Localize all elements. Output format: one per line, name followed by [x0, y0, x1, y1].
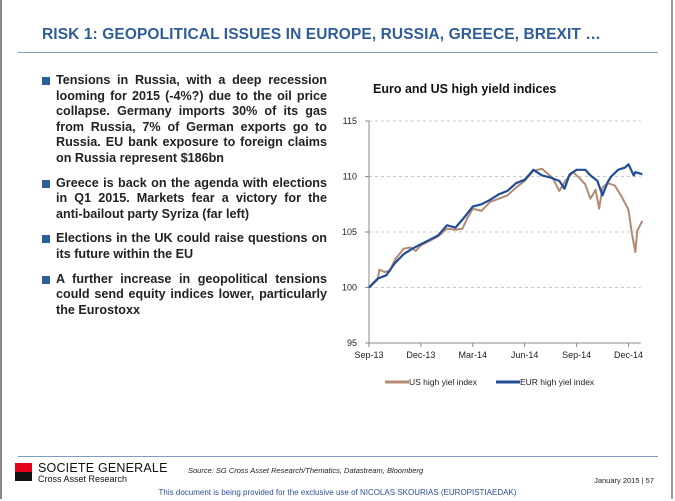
legend-label: US high yiel index [409, 377, 478, 387]
bullet-list: Tensions in Russia, with a deep recessio… [42, 73, 327, 327]
series-line-eur [368, 163, 643, 289]
y-tick-label: 110 [343, 172, 357, 182]
bullet-item: A further increase in geopolitical tensi… [42, 272, 327, 319]
slide-title: RISK 1: GEOPOLITICAL ISSUES IN EUROPE, R… [42, 26, 601, 43]
footer-divider [18, 456, 658, 457]
bullet-square-icon [42, 275, 50, 284]
brand-subtitle: Cross Asset Research [38, 474, 128, 484]
chart-title: Euro and US high yield indices [373, 82, 557, 96]
brand-name: SOCIETE GENERALE [38, 461, 168, 475]
bullet-item: Greece is back on the agenda with electi… [42, 176, 327, 223]
bullet-square-icon [42, 235, 50, 244]
x-tick-label: Dec-13 [406, 350, 435, 360]
usage-notice: This document is being provided for the … [158, 488, 517, 497]
y-tick-label: 100 [342, 283, 357, 293]
x-tick-label: Mar-14 [459, 350, 488, 360]
x-tick-label: Sep-13 [354, 350, 383, 360]
y-tick-label: 95 [347, 338, 357, 348]
bullet-text: Greece is back on the agenda with electi… [56, 175, 327, 221]
source-note: Source: SG Cross Asset Research/Thematic… [188, 466, 424, 475]
bullet-text: Elections in the UK could raise question… [56, 231, 327, 261]
bullet-square-icon [42, 179, 50, 188]
bullet-square-icon [42, 77, 50, 85]
x-tick-label: Jun-14 [511, 350, 539, 360]
date-page-number: January 2015 | 57 [594, 476, 654, 485]
y-tick-label: 105 [342, 227, 357, 237]
y-tick-label: 115 [343, 116, 357, 126]
legend-label: EUR high yiel index [520, 377, 595, 387]
bullet-item: Elections in the UK could raise question… [42, 231, 327, 262]
societe-generale-logo [15, 463, 32, 481]
bullet-text: A further increase in geopolitical tensi… [56, 271, 327, 317]
x-tick-label: Dec-14 [614, 350, 643, 360]
x-tick-label: Sep-14 [562, 350, 591, 360]
bullet-text: Tensions in Russia, with a deep recessio… [56, 73, 327, 165]
series-line-us [368, 167, 644, 289]
title-divider [18, 52, 658, 53]
bullet-item: Tensions in Russia, with a deep recessio… [42, 73, 327, 167]
